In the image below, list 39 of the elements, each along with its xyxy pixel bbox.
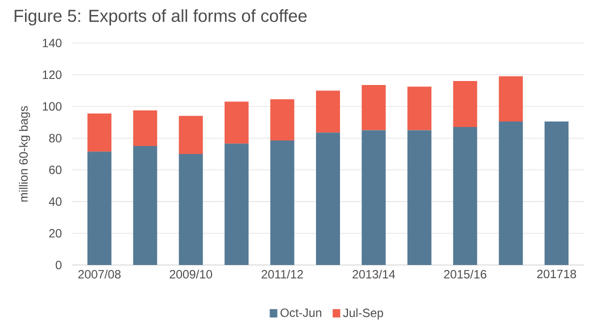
y-tick-label: 140 bbox=[42, 38, 62, 48]
bar bbox=[224, 144, 249, 265]
bar bbox=[178, 116, 203, 154]
bar bbox=[362, 130, 386, 265]
bar bbox=[316, 132, 340, 265]
x-tick-label: 201718 bbox=[537, 270, 576, 278]
bar bbox=[453, 81, 478, 128]
bar bbox=[453, 127, 478, 265]
bar bbox=[544, 121, 569, 265]
bar bbox=[87, 152, 112, 265]
bar bbox=[316, 90, 340, 133]
bar bbox=[178, 154, 203, 265]
y-tick-label: 80 bbox=[49, 134, 62, 142]
bar bbox=[133, 146, 158, 265]
bar bbox=[498, 121, 523, 265]
bar bbox=[270, 140, 294, 265]
y-tick-label: 40 bbox=[48, 197, 62, 206]
legend-label: Jul-Sep bbox=[343, 308, 384, 320]
x-tick-label: 2015/16 bbox=[444, 270, 486, 279]
legend-label: Oct-Jun bbox=[280, 308, 322, 317]
chart-title: Figure 5: Exports of all forms of coffee bbox=[14, 9, 307, 26]
y-tick-label: 20 bbox=[49, 229, 62, 238]
bar bbox=[362, 85, 386, 130]
bar bbox=[407, 130, 432, 265]
y-tick-label: 60 bbox=[49, 166, 62, 174]
y-tick-label: 0 bbox=[56, 260, 62, 270]
y-axis-title: million 60-kg bags bbox=[18, 106, 30, 202]
x-tick-label: 2013/14 bbox=[352, 270, 396, 279]
bar bbox=[224, 102, 249, 144]
bar bbox=[87, 114, 112, 152]
y-tick-label: 120 bbox=[42, 70, 62, 79]
bar bbox=[270, 99, 294, 141]
bar bbox=[133, 110, 158, 146]
y-tick-label: 100 bbox=[42, 102, 62, 111]
x-tick-label: 2007/08 bbox=[78, 270, 121, 279]
x-tick-label: 2011/12 bbox=[262, 270, 303, 279]
x-tick-label: 2009/10 bbox=[170, 270, 212, 279]
bar bbox=[498, 76, 523, 122]
bar bbox=[407, 86, 432, 130]
